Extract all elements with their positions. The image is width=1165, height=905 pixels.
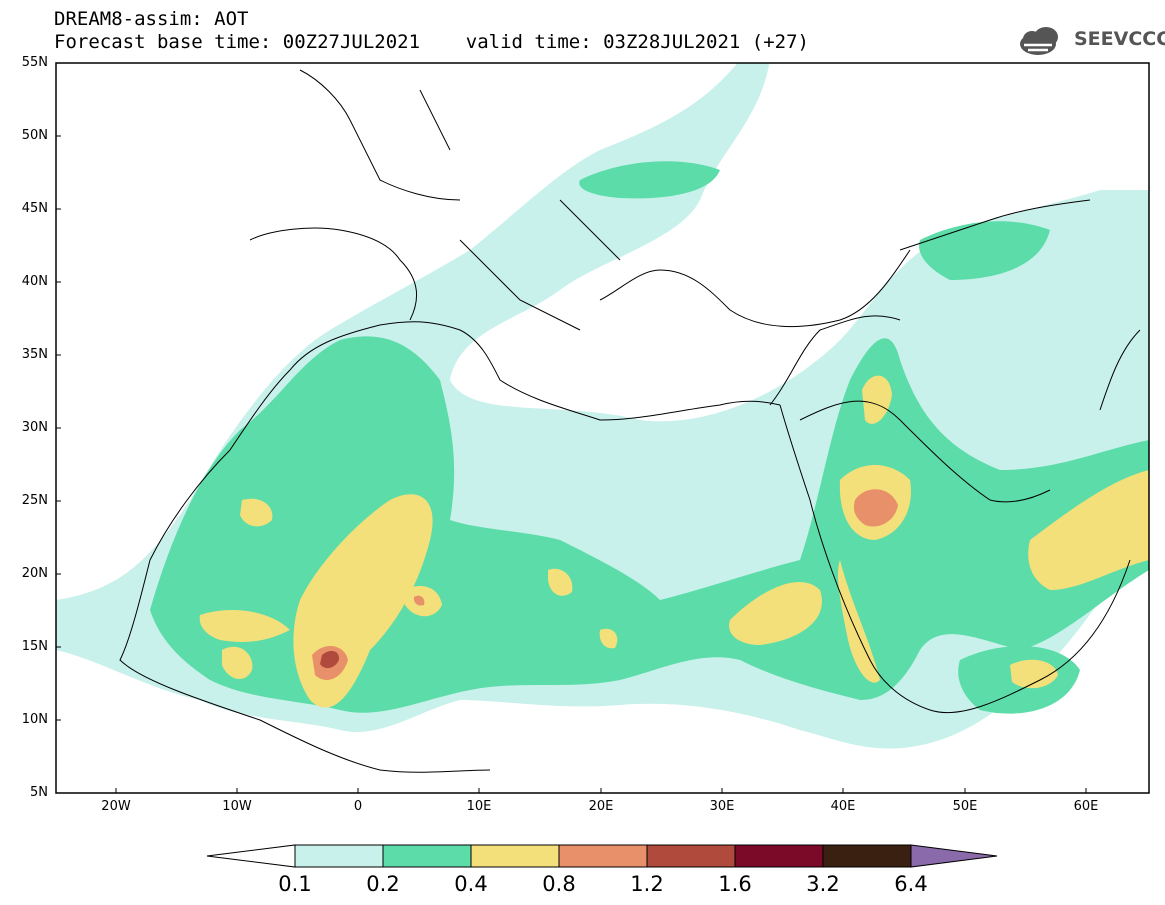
lon-label-0: 0	[353, 799, 363, 814]
lon-label-10e: 10E	[466, 799, 492, 814]
colorbar-label-6-4: 6.4	[894, 872, 928, 896]
colorbar-swatch-2	[382, 844, 472, 868]
lat-label-55n: 55N	[21, 55, 48, 70]
colorbar-label-0-1: 0.1	[278, 872, 312, 896]
colorbar-label-0-2: 0.2	[366, 872, 400, 896]
seevccc-logo-text: SEEVCCC	[1074, 28, 1165, 50]
colorbar-label-3-2: 3.2	[806, 872, 840, 896]
cloud-logo-icon	[1020, 27, 1058, 55]
colorbar-swatch-7	[822, 844, 912, 868]
lon-label-50e: 50E	[952, 799, 978, 814]
coastlines	[119, 69, 1141, 773]
colorbar-swatch-3	[470, 844, 560, 868]
colorbar-label-1-2: 1.2	[630, 872, 664, 896]
colorbar-label-0-4: 0.4	[454, 872, 488, 896]
forecast-time-subtitle: Forecast base time: 00Z27JUL2021 valid t…	[54, 31, 809, 53]
lat-label-45n: 45N	[21, 201, 48, 216]
aot-contours	[56, 63, 1149, 793]
lon-label-40e: 40E	[830, 799, 856, 814]
lat-label-35n: 35N	[21, 347, 48, 362]
colorbar-high-arrow	[910, 844, 998, 868]
lon-label-20w: 20W	[101, 799, 131, 814]
lat-label-25n: 25N	[21, 493, 48, 508]
lat-label-20n: 20N	[21, 566, 48, 581]
colorbar-swatch-1	[294, 844, 384, 868]
lat-label-50n: 50N	[21, 128, 48, 143]
lat-label-40n: 40N	[21, 274, 48, 289]
colorbar-label-1-6: 1.6	[718, 872, 752, 896]
colorbar-swatch-4	[558, 844, 648, 868]
lat-label-15n: 15N	[21, 639, 48, 654]
axis-ticks	[56, 62, 1087, 793]
map-title: DREAM8-assim: AOT	[54, 8, 249, 30]
lat-label-10n: 10N	[21, 712, 48, 727]
colorbar	[206, 844, 998, 868]
lat-label-5n: 5N	[30, 785, 48, 800]
colorbar-low-arrow	[206, 844, 296, 868]
lon-label-30e: 30E	[709, 799, 735, 814]
colorbar-swatch-5	[646, 844, 736, 868]
lon-label-10w: 10W	[222, 799, 252, 814]
lon-label-60e: 60E	[1073, 799, 1099, 814]
colorbar-label-0-8: 0.8	[542, 872, 576, 896]
colorbar-swatch-6	[734, 844, 824, 868]
lon-label-20e: 20E	[588, 799, 614, 814]
lat-label-30n: 30N	[21, 420, 48, 435]
